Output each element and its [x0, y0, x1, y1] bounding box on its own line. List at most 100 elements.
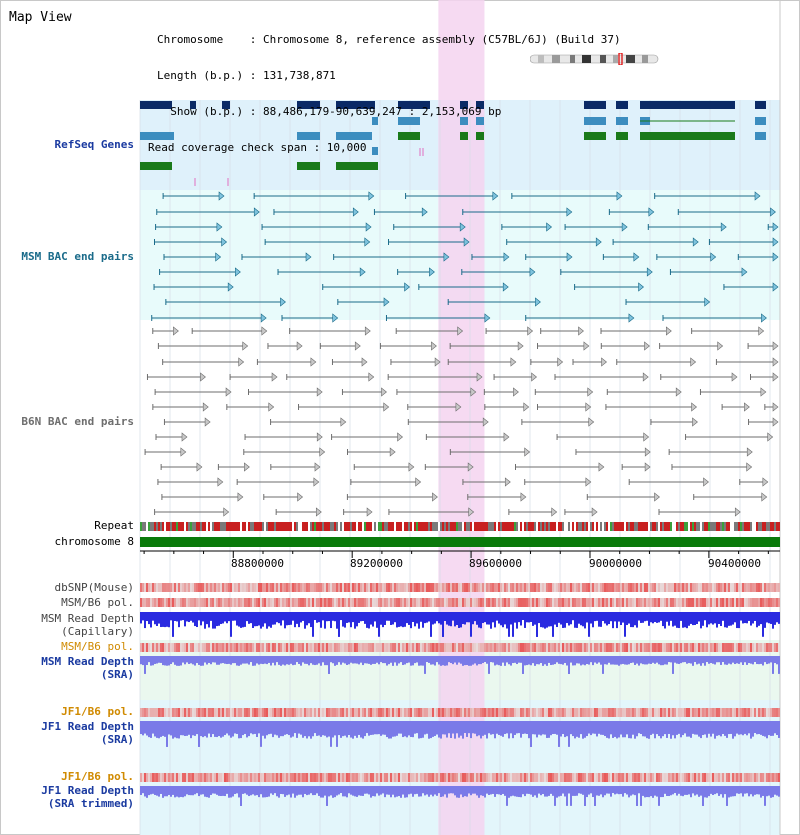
msm-depth-capillary-bar	[340, 612, 342, 621]
msm-depth-capillary-bar	[662, 612, 664, 627]
jf1-b6-pol-strip-2	[652, 773, 654, 782]
jf1-b6-pol-strip	[546, 708, 548, 717]
msm-b6-pol-strip	[212, 598, 214, 607]
msm-b6-pol-strip	[642, 598, 644, 607]
dbsnp-strip	[674, 583, 676, 592]
jf1-depth-trimmed-bar	[514, 786, 516, 797]
jf1-depth-trimmed-bar	[690, 786, 692, 798]
repeat-block	[556, 522, 558, 531]
msm-b6-pol-strip	[432, 598, 434, 607]
msm-b6-pol-strip	[396, 598, 398, 607]
msm-depth-capillary-bar	[494, 612, 496, 628]
dbsnp-strip	[338, 583, 340, 592]
jf1-depth-sra-bar	[542, 721, 544, 735]
jf1-b6-pol-strip-2	[618, 773, 620, 782]
msm-b6-pol-strip	[542, 598, 544, 607]
msm-depth-capillary-bar	[196, 612, 198, 628]
jf1-b6-pol-strip-2	[500, 773, 502, 782]
dbsnp-strip	[210, 583, 212, 592]
bac-end-arrow	[691, 402, 698, 412]
bac-end-arrow	[761, 313, 767, 323]
jf1-b6-pol-strip-2	[768, 773, 770, 782]
bac-end-arrow	[531, 372, 538, 382]
msm-depth-capillary-bar	[578, 612, 580, 624]
gene-feature	[297, 132, 320, 140]
jf1-b6-pol-strip	[752, 708, 754, 717]
repeat-block	[616, 522, 618, 531]
msm-b6-pol-strip	[684, 598, 686, 607]
info-panel: Chromosome : Chromosome 8, reference ass…	[148, 10, 621, 166]
jf1-b6-pol-strip	[706, 708, 708, 717]
jf1-depth-trimmed-bar	[472, 786, 474, 794]
repeat-block	[248, 522, 250, 531]
jf1-b6-pol-strip-2	[390, 773, 392, 782]
msm-b6-pol-strip-2	[484, 643, 486, 652]
bac-end-arrow	[746, 447, 753, 457]
track-label-b6n-bac[interactable]: B6N BAC end pairs	[21, 415, 134, 428]
jf1-depth-sra-bar	[610, 721, 612, 735]
msm-b6-pol-strip-2	[222, 643, 224, 652]
jf1-b6-pol-strip	[652, 708, 654, 717]
msm-b6-pol-strip-2	[144, 643, 146, 652]
repeat-block	[312, 522, 314, 531]
msm-depth-sra-bar	[602, 656, 604, 674]
msm-depth-sra-bar	[318, 656, 320, 664]
dbsnp-strip	[638, 583, 640, 592]
track-label-refseq[interactable]: RefSeq Genes	[54, 138, 134, 151]
jf1-depth-trimmed-bar	[620, 786, 622, 795]
jf1-b6-pol-strip	[628, 708, 630, 717]
msm-depth-capillary-bar	[434, 612, 436, 624]
jf1-depth-sra-bar	[226, 721, 228, 734]
msm-depth-sra-bar	[400, 656, 402, 663]
msm-b6-pol-strip	[688, 598, 690, 607]
jf1-depth-trimmed-bar	[628, 786, 630, 798]
dbsnp-strip	[264, 583, 266, 592]
msm-depth-sra-bar	[298, 656, 300, 664]
jf1-depth-trimmed-bar	[490, 786, 492, 795]
bac-end-arrow	[772, 402, 779, 412]
dbsnp-strip	[198, 583, 200, 592]
repeat-block	[396, 522, 398, 531]
msm-b6-pol-strip-2	[606, 643, 608, 652]
msm-depth-sra-bar	[622, 656, 624, 664]
jf1-depth-sra-bar	[746, 721, 748, 736]
jf1-depth-trimmed-bar	[298, 786, 300, 795]
msm-b6-pol-strip-2	[690, 643, 692, 652]
msm-b6-pol-strip-2	[672, 643, 674, 652]
jf1-depth-sra-bar	[750, 721, 752, 739]
msm-depth-sra-bar	[496, 656, 498, 665]
repeat-block	[666, 522, 668, 531]
msm-b6-pol-strip	[410, 598, 412, 607]
msm-b6-pol-strip-2	[254, 643, 256, 652]
dbsnp-strip	[288, 583, 290, 592]
dbsnp-strip	[320, 583, 322, 592]
jf1-b6-pol-strip-2	[184, 773, 186, 782]
msm-depth-capillary-bar	[256, 612, 258, 627]
jf1-depth-sra-bar	[676, 721, 678, 735]
msm-b6-pol-strip	[634, 598, 636, 607]
jf1-b6-pol-strip-2	[190, 773, 192, 782]
jf1-b6-pol-strip-2	[490, 773, 492, 782]
msm-b6-pol-strip-2	[468, 643, 470, 652]
msm-depth-sra-bar	[166, 656, 168, 666]
jf1-b6-pol-strip-2	[752, 773, 754, 782]
dbsnp-strip	[532, 583, 534, 592]
jf1-b6-pol-strip	[270, 708, 272, 717]
jf1-depth-sra-bar	[666, 721, 668, 738]
jf1-depth-trimmed-bar	[454, 786, 456, 796]
chromosome-ideogram[interactable]	[530, 53, 660, 65]
gene-feature	[336, 101, 375, 109]
msm-b6-pol-strip	[478, 598, 480, 607]
msm-depth-capillary-bar	[162, 612, 164, 627]
dbsnp-strip	[454, 583, 456, 592]
msm-b6-pol-strip	[430, 598, 432, 607]
dbsnp-strip	[604, 583, 606, 592]
msm-b6-pol-strip	[632, 598, 634, 607]
track-label-msm-bac[interactable]: MSM BAC end pairs	[21, 250, 134, 263]
msm-b6-pol-strip	[522, 598, 524, 607]
msm-depth-capillary-bar	[546, 612, 548, 628]
dbsnp-strip	[144, 583, 146, 592]
jf1-depth-sra-bar	[702, 721, 704, 736]
jf1-depth-trimmed-bar	[470, 786, 472, 796]
